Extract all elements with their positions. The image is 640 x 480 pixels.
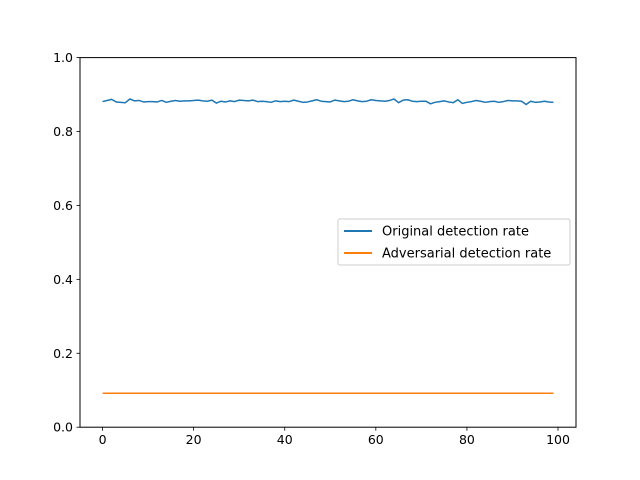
x-tick-label: 20 (186, 432, 202, 447)
legend-box (337, 218, 571, 266)
plot-frame (79, 57, 577, 428)
legend: Original detection rate Adversarial dete… (337, 218, 571, 266)
y-tick-label: 0.0 (53, 420, 73, 435)
y-tick-label: 1.0 (53, 50, 73, 65)
x-tick-label: 40 (277, 432, 293, 447)
x-tick-label: 80 (459, 432, 475, 447)
x-tick-label: 0 (99, 432, 107, 447)
y-tick-label: 0.6 (53, 198, 73, 213)
series-layer (102, 98, 554, 394)
legend-label-adversarial: Adversarial detection rate (382, 247, 551, 262)
x-tick-label: 100 (546, 432, 570, 447)
y-tick-label: 0.4 (53, 272, 73, 287)
tick-layer: 0 20 40 60 80 100 0.0 0.2 0.4 0.6 0.8 1.0 (53, 50, 570, 447)
y-tick-label: 0.2 (53, 346, 73, 361)
series-line-original (102, 98, 554, 106)
x-tick-label: 60 (368, 432, 384, 447)
legend-label-original: Original detection rate (382, 225, 529, 240)
y-tick-label: 0.8 (53, 124, 73, 139)
